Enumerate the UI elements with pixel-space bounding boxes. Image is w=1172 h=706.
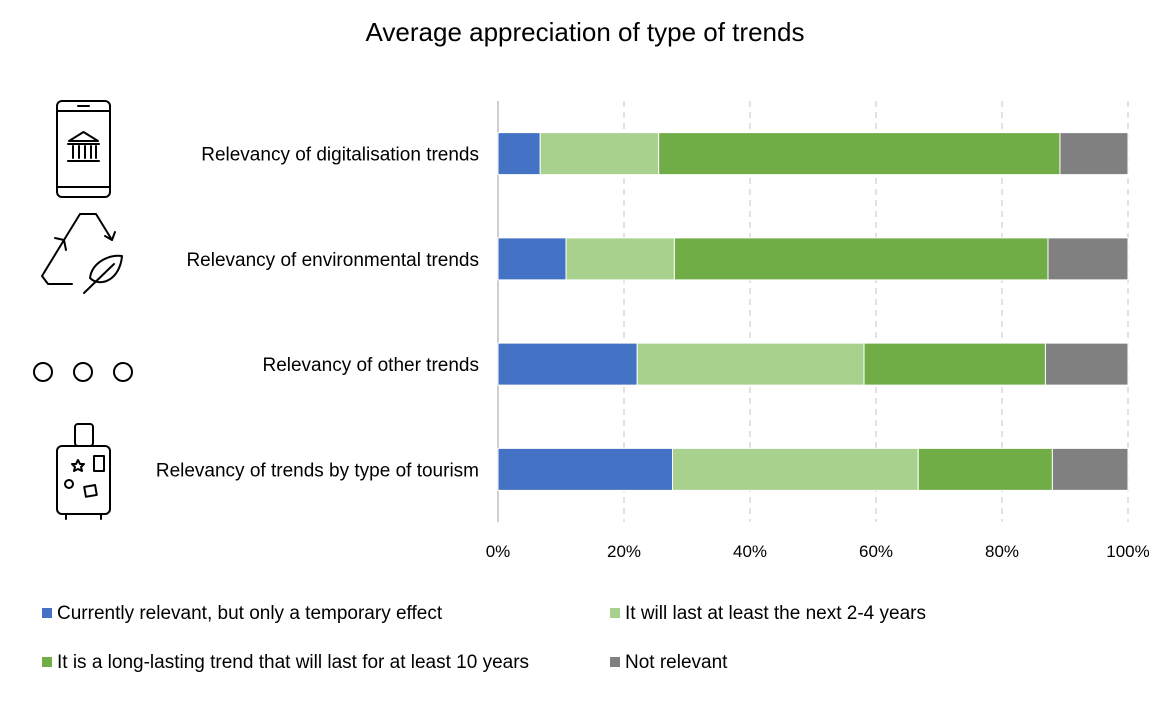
bar-segment — [1044, 342, 1129, 386]
x-tick-label: 0% — [486, 542, 511, 561]
chart-title: Average appreciation of type of trends — [366, 17, 805, 47]
bar-segment — [497, 237, 567, 281]
legend-swatch — [42, 657, 52, 667]
bars — [497, 132, 1129, 491]
category-labels: Relevancy of digitalisation trends Releva… — [156, 145, 479, 482]
x-tick-label: 100% — [1106, 542, 1149, 561]
x-tick-label: 80% — [985, 542, 1019, 561]
three-circles-icon — [33, 362, 133, 382]
suitcase-icon — [56, 423, 111, 520]
bar-segment — [1059, 132, 1129, 176]
legend-label: It is a long-lasting trend that will las… — [57, 652, 529, 673]
bar-segment — [863, 342, 1046, 386]
legend-label: Not relevant — [625, 652, 728, 673]
x-tick-label: 40% — [733, 542, 767, 561]
bar-segment — [497, 342, 638, 386]
bar-segment — [636, 342, 865, 386]
category-label: Relevancy of digitalisation trends — [201, 145, 479, 166]
bar-segment — [497, 132, 541, 176]
legend: Currently relevant, but only a temporary… — [42, 603, 926, 673]
bar-segment — [497, 447, 674, 491]
bar-segment — [672, 447, 919, 491]
category-label: Relevancy of trends by type of tourism — [156, 460, 479, 481]
legend-swatch — [610, 608, 620, 618]
bar-segment — [673, 237, 1049, 281]
bar-segment — [539, 132, 660, 176]
category-label: Relevancy of other trends — [262, 355, 479, 376]
legend-swatch — [610, 657, 620, 667]
bar-segment — [658, 132, 1061, 176]
bar-segment — [1047, 237, 1129, 281]
bar-segment — [917, 447, 1053, 491]
x-tick-label: 20% — [607, 542, 641, 561]
bar-segment — [565, 237, 675, 281]
bar-segment — [1051, 447, 1129, 491]
category-label: Relevancy of environmental trends — [186, 250, 479, 271]
legend-label: It will last at least the next 2-4 years — [625, 603, 926, 624]
x-tick-label: 60% — [859, 542, 893, 561]
legend-swatch — [42, 608, 52, 618]
legend-label: Currently relevant, but only a temporary… — [57, 603, 443, 624]
x-tick-labels: 0% 20% 40% 60% 80% 100% — [486, 542, 1150, 561]
mobile-bank-icon — [56, 100, 111, 198]
recycle-leaf-icon — [41, 213, 123, 294]
